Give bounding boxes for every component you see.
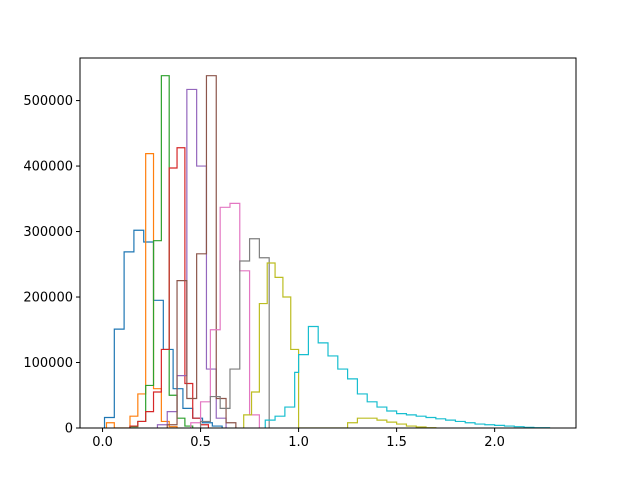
histogram-series-8 bbox=[199, 238, 270, 428]
histogram-series-10 bbox=[264, 325, 551, 428]
y-axis: 0 100000 200000 300000 400000 500000 bbox=[23, 94, 80, 437]
histogram-series-4 bbox=[129, 147, 210, 428]
x-tick-label: 0.0 bbox=[92, 435, 113, 450]
histogram-series-9 bbox=[243, 262, 437, 428]
histogram-series-6 bbox=[166, 75, 237, 428]
series-layer bbox=[103, 75, 551, 428]
plot-frame bbox=[79, 57, 577, 429]
x-tick-label: 0.5 bbox=[190, 435, 211, 450]
y-tick-label: 300000 bbox=[23, 225, 73, 240]
x-tick-label: 1.5 bbox=[386, 435, 407, 450]
y-tick-label: 0 bbox=[65, 422, 73, 437]
x-tick-label: 1.0 bbox=[288, 435, 309, 450]
y-tick-label: 100000 bbox=[23, 356, 73, 371]
x-axis: 0.0 0.5 1.0 1.5 2.0 bbox=[92, 428, 505, 450]
y-tick-label: 500000 bbox=[23, 94, 73, 109]
histogram-series-7 bbox=[190, 202, 260, 428]
y-tick-label: 200000 bbox=[23, 291, 73, 306]
x-tick-label: 2.0 bbox=[484, 435, 505, 450]
y-tick-label: 400000 bbox=[23, 160, 73, 175]
